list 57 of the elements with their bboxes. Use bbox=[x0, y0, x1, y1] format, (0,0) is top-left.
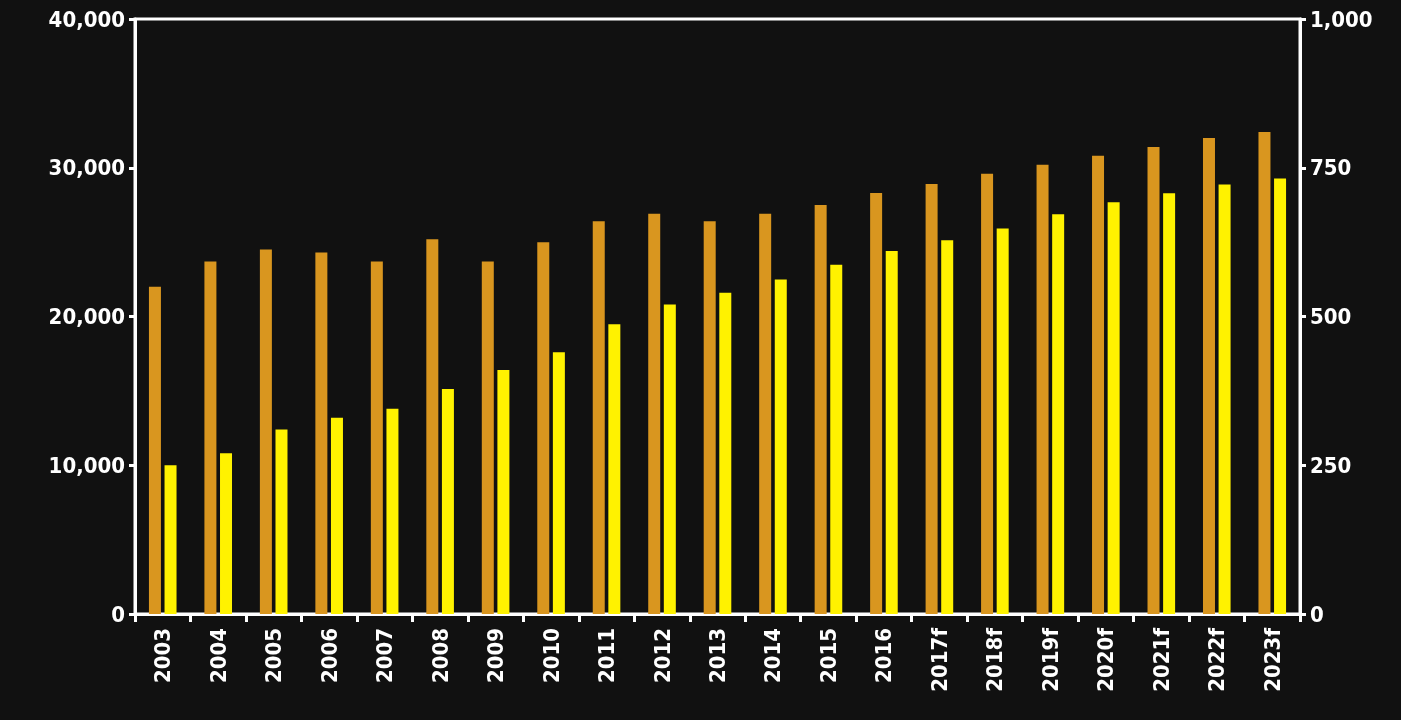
y2-tick-label: 250 bbox=[1310, 452, 1352, 478]
x-tick-label: 2022f bbox=[1204, 627, 1230, 692]
x-tick-label: 2019f bbox=[1037, 627, 1063, 692]
x-tick-label: 2013 bbox=[705, 628, 730, 684]
bar bbox=[259, 249, 272, 614]
x-tick-label: 2011 bbox=[594, 628, 620, 684]
bar bbox=[164, 465, 177, 614]
x-tick-label: 2003 bbox=[150, 628, 176, 684]
bar bbox=[497, 370, 510, 614]
x-tick-label: 2017f bbox=[926, 627, 952, 692]
x-tick-label: 2008 bbox=[427, 628, 453, 684]
x-tick-label: 2006 bbox=[316, 628, 342, 684]
y-tick-label: 30,000 bbox=[48, 155, 125, 181]
y-tick-label: 40,000 bbox=[48, 6, 125, 32]
bar bbox=[941, 240, 954, 614]
bar bbox=[1052, 214, 1065, 614]
bar bbox=[703, 221, 716, 614]
bar bbox=[592, 221, 605, 614]
x-tick-label: 2010 bbox=[538, 628, 564, 684]
x-tick-label: 2005 bbox=[261, 628, 287, 684]
y2-tick-label: 0 bbox=[1310, 601, 1324, 627]
y-tick-label: 10,000 bbox=[48, 452, 125, 478]
x-tick-label: 2009 bbox=[483, 628, 509, 684]
bar bbox=[204, 261, 217, 614]
bar bbox=[220, 453, 233, 614]
x-tick-label: 2018f bbox=[982, 627, 1008, 692]
x-tick-label: 2015 bbox=[815, 628, 841, 684]
bar bbox=[719, 292, 732, 614]
bar bbox=[481, 261, 494, 614]
bar bbox=[1147, 146, 1160, 614]
y-tick-label: 0 bbox=[111, 601, 125, 627]
bar bbox=[1258, 132, 1271, 614]
y2-tick-label: 500 bbox=[1310, 304, 1352, 329]
x-tick-label: 2023f bbox=[1259, 627, 1285, 692]
y2-tick-label: 750 bbox=[1310, 155, 1352, 181]
bar bbox=[1163, 193, 1176, 614]
x-tick-label: 2007 bbox=[372, 628, 398, 684]
bar bbox=[814, 204, 827, 614]
bar bbox=[275, 429, 288, 614]
bar bbox=[1202, 138, 1215, 614]
x-tick-label: 2020f bbox=[1093, 627, 1119, 692]
x-tick-label: 2004 bbox=[205, 628, 231, 684]
bar bbox=[830, 264, 843, 614]
bar bbox=[925, 184, 938, 614]
x-tick-label: 2016 bbox=[871, 628, 897, 684]
bar bbox=[386, 408, 399, 614]
bar bbox=[370, 261, 383, 614]
bar bbox=[608, 324, 621, 614]
y2-tick-label: 1,000 bbox=[1310, 6, 1373, 32]
bar bbox=[1218, 184, 1231, 614]
x-tick-label: 2021f bbox=[1148, 627, 1174, 692]
x-tick-label: 2014 bbox=[760, 628, 786, 684]
bar bbox=[1274, 178, 1287, 614]
y-tick-label: 20,000 bbox=[48, 304, 125, 329]
bar bbox=[148, 286, 161, 614]
bar bbox=[1036, 164, 1049, 614]
x-tick-label: 2012 bbox=[649, 628, 675, 684]
